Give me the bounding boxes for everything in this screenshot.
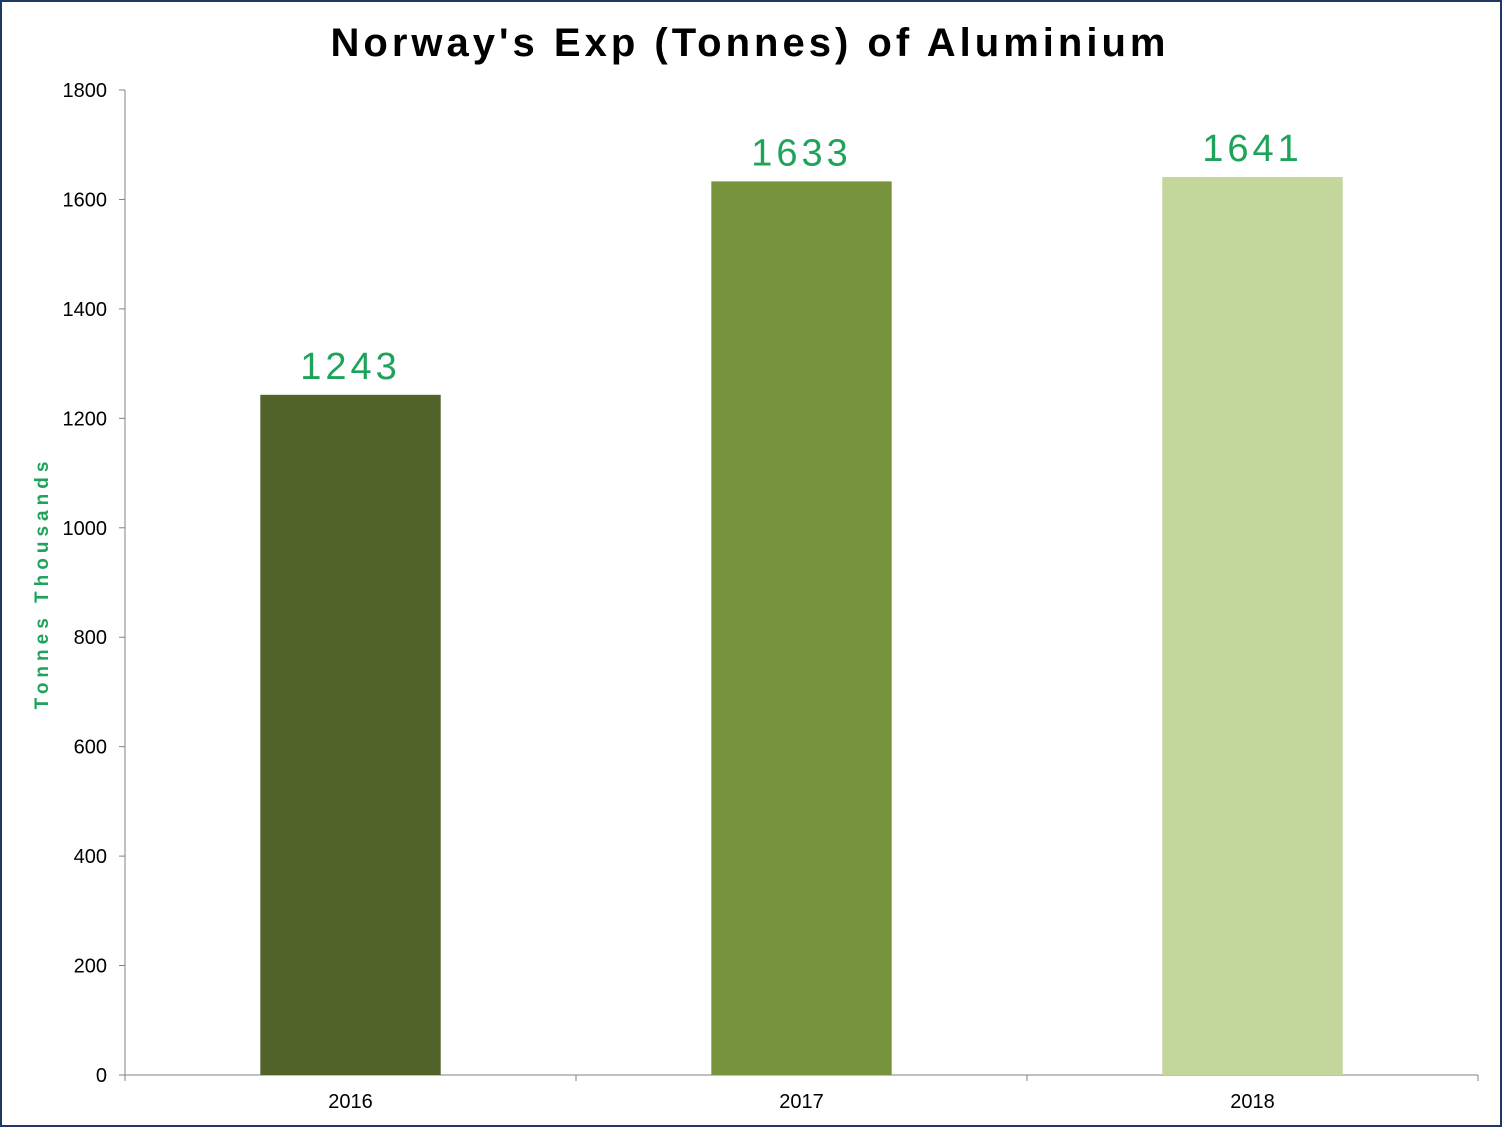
bar-2018 xyxy=(1162,177,1343,1076)
y-tick-label: 0 xyxy=(96,1065,107,1087)
y-tick-label: 200 xyxy=(74,956,107,978)
y-tick-label: 1600 xyxy=(63,189,108,211)
data-label-2017: 1633 xyxy=(751,132,852,174)
y-tick-label: 1800 xyxy=(63,80,108,102)
x-tick-label-2018: 2018 xyxy=(1230,1091,1275,1113)
x-tick-label-2017: 2017 xyxy=(779,1091,824,1113)
y-tick-label: 600 xyxy=(74,737,107,759)
bar-2016 xyxy=(260,394,441,1076)
bar-2017 xyxy=(711,181,892,1075)
y-tick-label: 1400 xyxy=(63,299,108,321)
y-axis-title: Tonnes Thousands xyxy=(32,457,53,710)
chart-title: Norway's Exp (Tonnes) of Aluminium xyxy=(331,21,1170,65)
plot-area: 0 200 400 600 800 1000 1200 1400 1600 1800 1243 201… xyxy=(63,80,1479,1113)
y-tick-label: 800 xyxy=(74,627,107,649)
y-tick-label: 400 xyxy=(74,846,107,868)
x-tick-label-2016: 2016 xyxy=(328,1091,373,1113)
data-label-2018: 1641 xyxy=(1202,128,1303,170)
y-tick-label: 1000 xyxy=(63,518,108,540)
y-tick-label: 1200 xyxy=(63,408,108,430)
data-label-2016: 1243 xyxy=(300,346,401,388)
